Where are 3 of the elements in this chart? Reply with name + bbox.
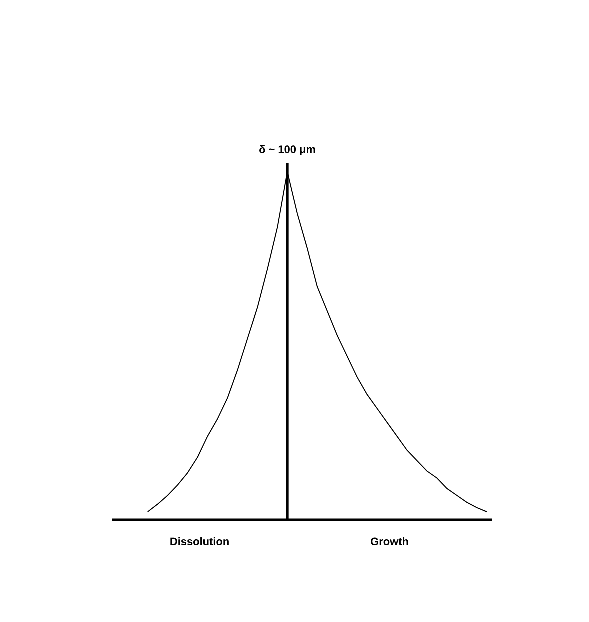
text: Dissolution: [170, 538, 229, 546]
text: Growth: [371, 538, 408, 546]
y-axis-title: δ ~ 100 μm: [260, 145, 316, 156]
